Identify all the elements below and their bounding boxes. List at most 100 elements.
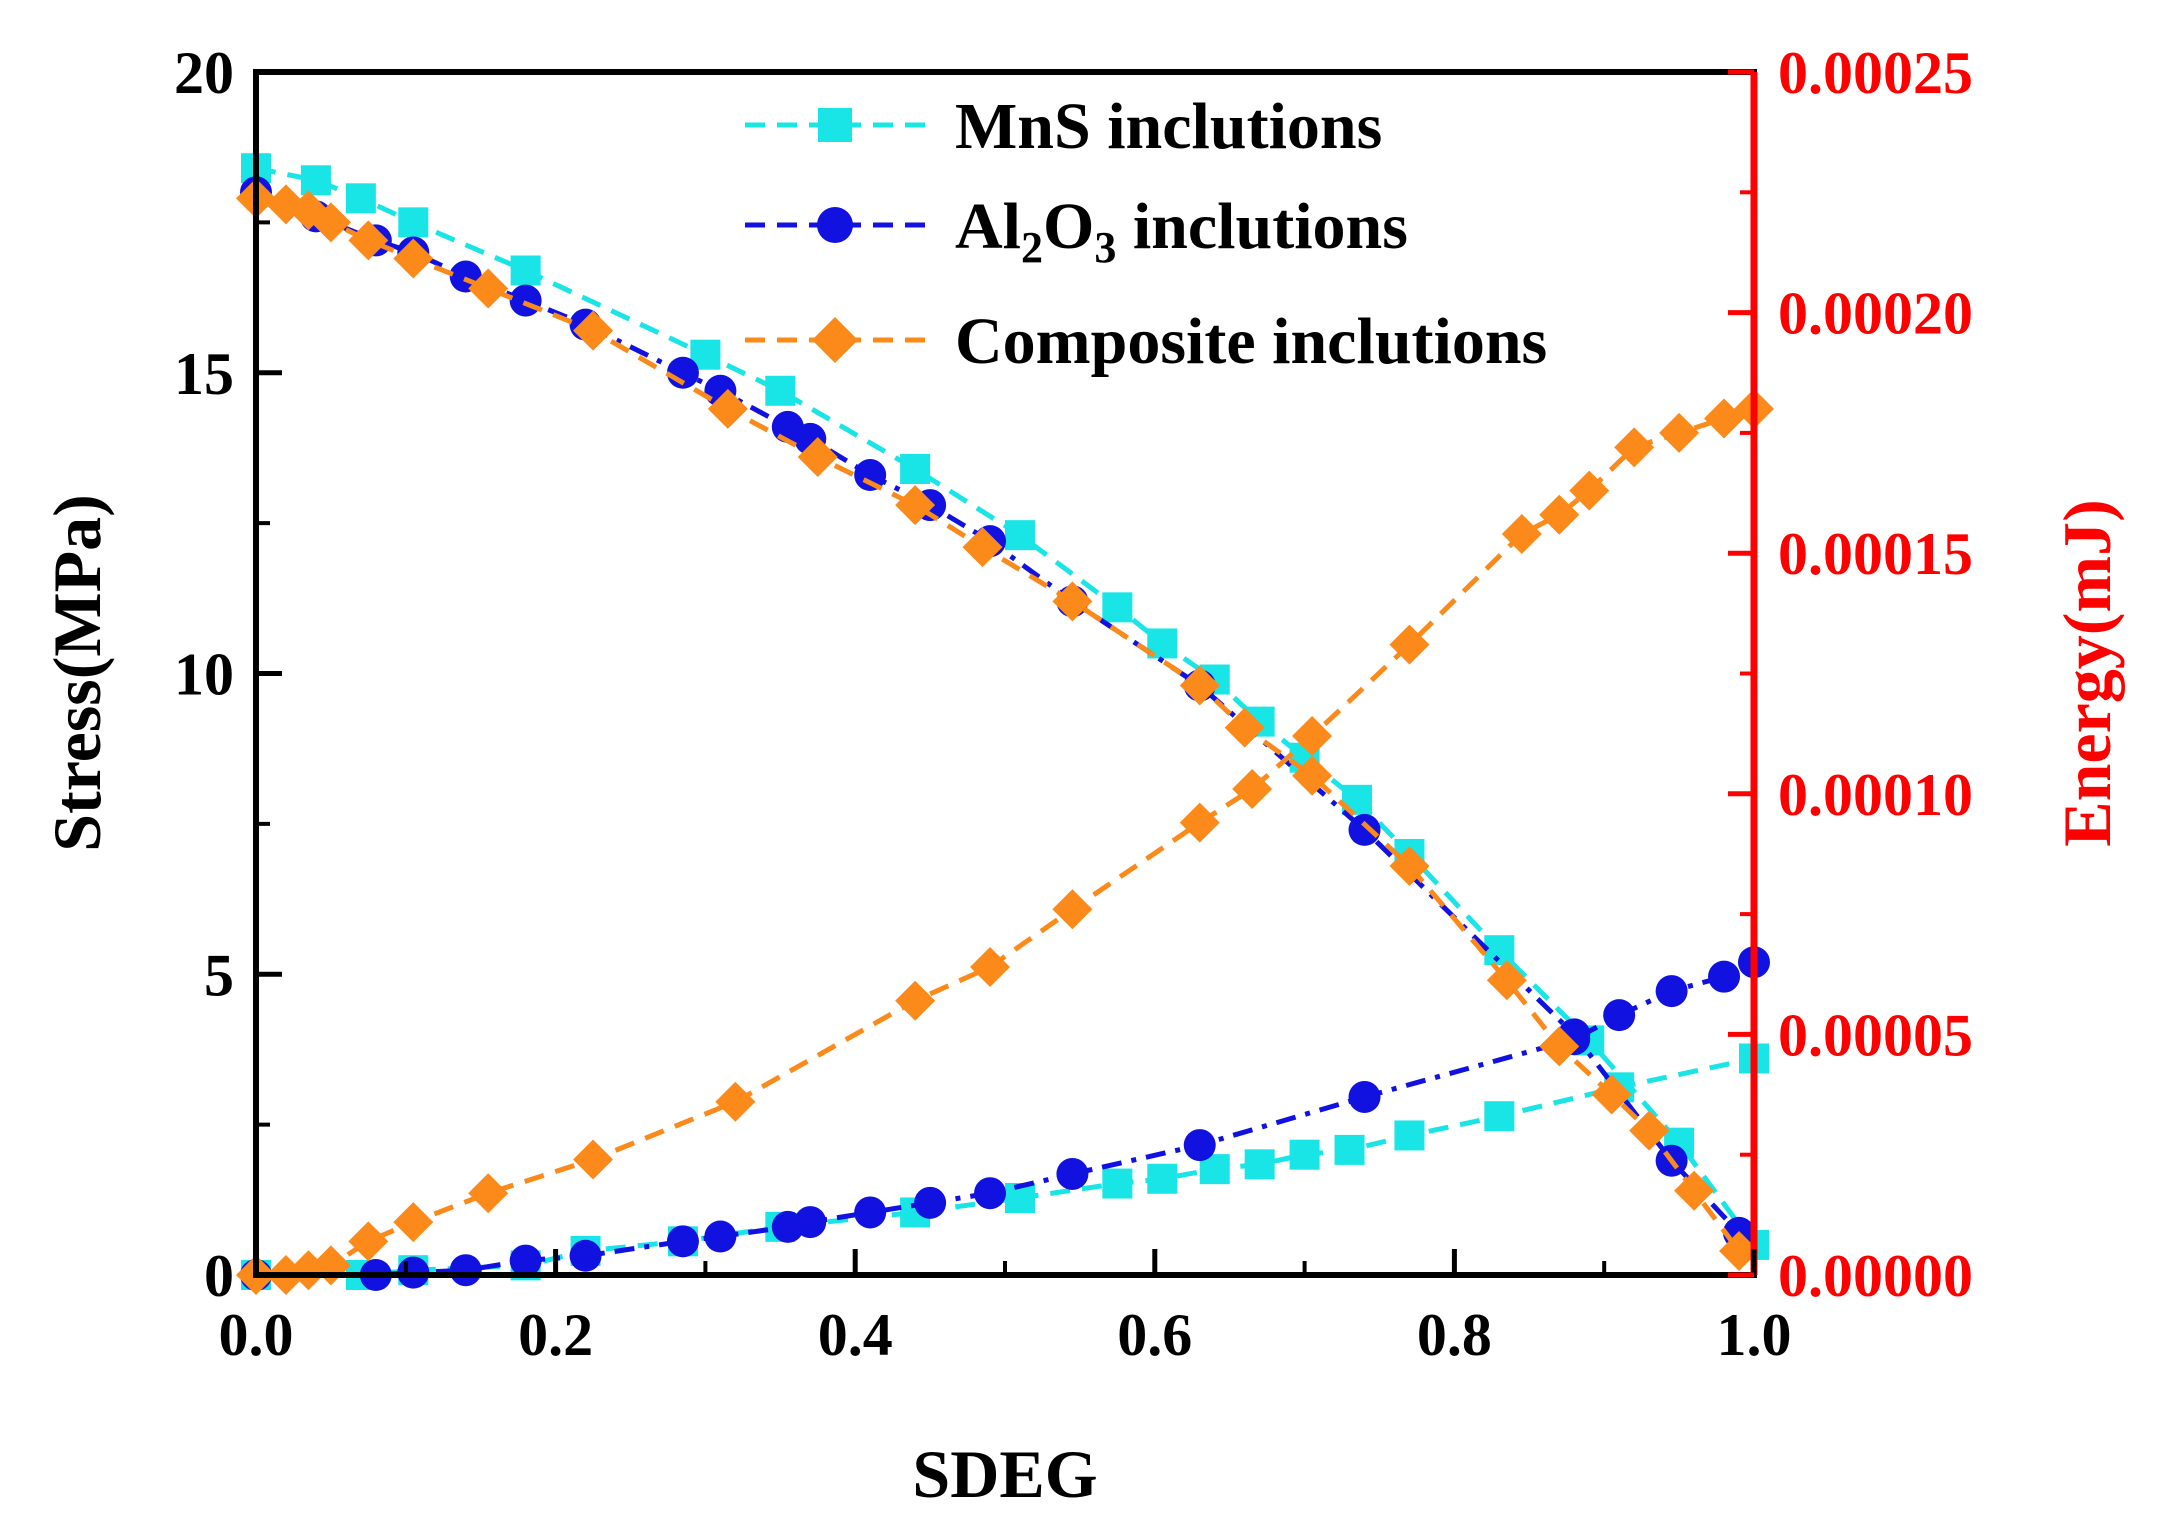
point-composite-energy [1539,494,1580,535]
point-composite-stress [573,310,614,351]
point-mns-energy [1334,1134,1365,1165]
legend-o-sub: 3 [1094,223,1116,272]
series-line-mns-energy [256,1056,1755,1278]
x-axis-title: SDEG [912,1436,1097,1512]
y2-tick-label: 0.00025 [1778,40,1973,106]
point-composite-stress [1629,1110,1670,1151]
y-tick-label: 0 [204,1243,234,1309]
point-composite-stress [1674,1170,1715,1211]
point-composite-energy [1614,427,1655,468]
point-composite-stress [797,436,838,477]
point-composite-energy [970,947,1011,988]
point-composite-energy [468,1173,509,1214]
legend-al-text: Al [955,190,1021,263]
y2-tick-label: 0.00010 [1778,762,1973,828]
point-mns-energy [1484,1101,1515,1132]
point-composite-energy [348,1221,389,1262]
point-composite-energy [1659,412,1700,453]
point-composite-stress [468,268,509,309]
point-composite-stress [1719,1230,1760,1271]
point-composite-energy [1704,398,1745,439]
y2-tick-label: 0.00020 [1778,281,1973,347]
y-tick-label: 15 [174,341,234,407]
legend-label-composite: Composite inclutions [955,305,1547,378]
point-al2o3-energy [1708,960,1741,993]
point-al2o3-energy [1056,1157,1089,1190]
point-mns-stress [1484,935,1515,966]
point-composite-stress [895,485,936,526]
y-tick-label: 10 [174,642,234,708]
point-composite-energy [1179,802,1220,843]
y-tick-label: 20 [174,40,234,106]
point-al2o3-stress [854,459,887,492]
point-al2o3-energy [794,1206,827,1239]
legend-al-sub: 2 [1021,223,1043,272]
legend-marker-mns [818,108,852,142]
x-tick-label: 0.4 [818,1302,893,1368]
point-mns-stress [300,165,331,196]
y-axis-title: Stress(MPa) [39,494,115,852]
y2-tick-label: 0.00005 [1778,1002,1973,1068]
point-mns-stress [398,207,429,238]
legend-item-composite: Composite inclutions [745,305,1547,378]
point-mns-energy [1147,1163,1178,1194]
point-al2o3-energy [509,1244,542,1277]
point-al2o3-energy [914,1186,947,1219]
point-composite-energy [895,980,936,1021]
point-composite-stress [1591,1074,1632,1115]
y-tick-label: 5 [204,942,234,1008]
point-al2o3-energy [449,1254,482,1287]
point-composite-stress [393,238,434,279]
point-composite-stress [310,202,351,243]
legend: MnS inclutions Al2O3 inclutions Composit… [745,90,1547,378]
point-mns-stress [765,375,796,406]
legend-o-text: O [1043,190,1094,263]
x-tick-label: 0.6 [1117,1302,1192,1368]
point-composite-stress [1292,755,1333,796]
point-composite-stress [707,388,748,429]
point-al2o3-energy [1348,1080,1381,1113]
point-composite-energy [1292,716,1333,757]
point-mns-stress [510,255,541,286]
point-al2o3-energy [1603,999,1636,1032]
x-tick-label: 0.2 [518,1302,593,1368]
point-al2o3-energy [666,1225,699,1258]
x-tick-label: 0.8 [1417,1302,1492,1368]
axis-layer: 0.0 0.2 0.4 0.6 0.8 1.0 0 5 10 15 20 0.00000 0.00005… [174,40,1973,1368]
point-mns-stress [1004,520,1035,551]
point-composite-stress [1224,707,1265,748]
point-al2o3-energy [1655,975,1688,1008]
point-mns-energy [1289,1139,1320,1170]
x-tick-label: 0.0 [219,1302,294,1368]
legend-al2o3-rest: inclutions [1116,190,1408,263]
point-composite-energy [573,1139,614,1180]
point-composite-energy [1569,470,1610,511]
y2-tick-label: 0.00015 [1778,521,1973,587]
point-al2o3-energy [704,1220,737,1253]
series-line-al2o3-energy [256,959,1756,1278]
point-al2o3-energy [974,1177,1007,1210]
series-layer [236,153,1774,1295]
y2-tick-label: 0.00000 [1778,1243,1973,1309]
legend-marker-composite [812,317,858,363]
point-mns-energy [1102,1168,1133,1199]
point-composite-energy [1389,624,1430,665]
point-composite-energy [1052,889,1093,930]
point-composite-stress [348,220,389,261]
point-composite-stress [1486,960,1527,1001]
point-al2o3-energy [1183,1129,1216,1162]
point-mns-stress [345,183,376,214]
point-mns-energy [1394,1120,1425,1151]
legend-marker-al2o3 [817,207,853,243]
point-composite-stress [962,527,1003,568]
point-mns-energy [1244,1149,1275,1180]
point-al2o3-stress [509,284,542,317]
point-al2o3-stress [1348,813,1381,846]
point-composite-stress [1052,581,1093,622]
legend-label-mns: MnS inclutions [955,90,1382,163]
x-tick-label: 1.0 [1717,1302,1792,1368]
point-al2o3-energy [854,1196,887,1229]
legend-item-al2o3: Al2O3 inclutions [745,190,1408,272]
point-composite-energy [1501,513,1542,554]
